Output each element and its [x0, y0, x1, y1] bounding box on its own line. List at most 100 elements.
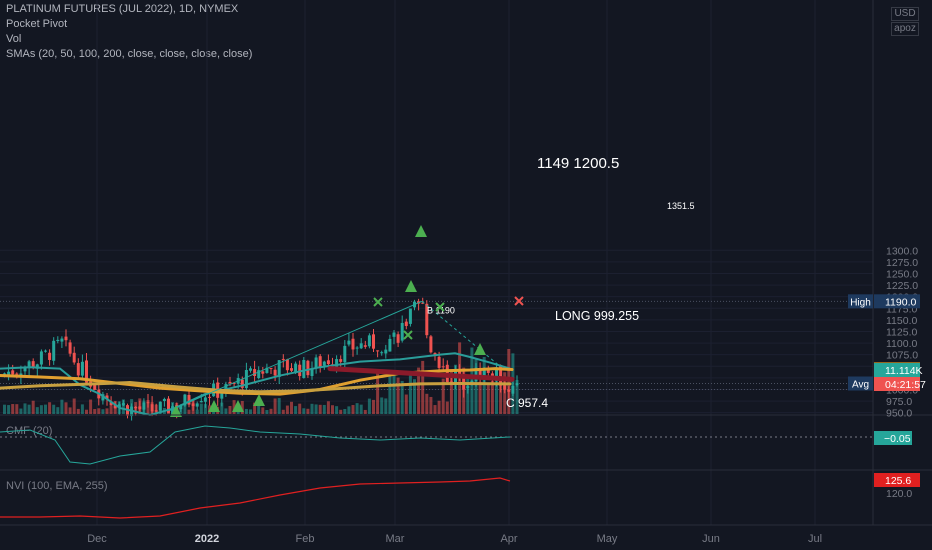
candle-body: [355, 347, 359, 349]
candle-body: [93, 385, 97, 390]
volume-bar: [7, 405, 11, 414]
volume-bar: [93, 409, 97, 414]
candle-body: [56, 339, 60, 342]
volume-bar: [314, 404, 318, 414]
candle-body: [482, 369, 486, 379]
y-tick-label: 1225.0: [886, 280, 918, 292]
volume-bar: [109, 405, 113, 414]
x-tick-label: Jun: [702, 533, 720, 545]
countdown-tag-value: 04:21:57: [885, 379, 926, 391]
candle-body: [48, 352, 52, 360]
volume-bar: [335, 406, 339, 414]
volume-bar: [101, 409, 105, 414]
candle-body: [478, 369, 482, 378]
volume-bar: [437, 400, 441, 414]
volume-bar: [11, 404, 15, 414]
y-tick-label: 975.0: [886, 396, 912, 408]
volume-bar: [265, 409, 269, 414]
volume-bar: [474, 359, 478, 414]
high-tag-label-bg: [848, 294, 873, 309]
candle-body: [351, 338, 355, 350]
annotation-c: C 957.4: [506, 396, 548, 410]
candle-body: [142, 402, 146, 410]
candle-body: [408, 308, 412, 324]
volume-tag-bg: [874, 363, 920, 377]
volume-bar: [408, 373, 412, 414]
y-tick-label: 1150.0: [886, 315, 917, 327]
candle-body: [179, 405, 183, 410]
y-tick-label: 1075.0: [886, 350, 918, 362]
volume-bar: [44, 404, 47, 414]
volume-bar: [326, 401, 330, 414]
candle-body: [240, 379, 244, 388]
volume-bar: [413, 379, 416, 414]
volume-bar: [347, 406, 351, 414]
volume-bar: [105, 408, 109, 414]
annotation-1351: 1351.5: [667, 201, 695, 211]
volume-bar: [445, 401, 449, 414]
candle-body: [195, 403, 199, 407]
candle-body: [105, 395, 109, 400]
volume-bar: [392, 373, 396, 414]
cross-marker: [403, 330, 413, 340]
currency-button[interactable]: USD: [891, 7, 919, 21]
avg-tag-label: Avg: [852, 379, 869, 390]
volume-bar: [56, 407, 60, 414]
indicator-vol[interactable]: Vol: [6, 33, 22, 45]
volume-bar: [421, 360, 425, 414]
candle-body: [515, 383, 519, 386]
volume-bar: [294, 406, 298, 414]
candle-body: [318, 356, 322, 368]
pocket-pivot-marker: [253, 394, 265, 406]
volume-bar: [195, 409, 199, 414]
candle-body: [23, 367, 27, 372]
volume-bar: [23, 403, 27, 414]
volume-bar: [363, 409, 367, 414]
volume-bar: [306, 408, 310, 414]
candle-body: [183, 394, 187, 406]
avg-tag-label-bg: [848, 376, 873, 391]
volume-bar: [499, 372, 503, 414]
scale-mode-button[interactable]: apoz: [891, 22, 919, 36]
candle-body: [404, 321, 408, 326]
pocket-pivot-marker: [208, 400, 220, 412]
volume-bar: [339, 409, 343, 414]
indicator-smas[interactable]: SMAs (20, 50, 100, 200, close, close, cl…: [6, 48, 253, 60]
volume-bar: [35, 407, 39, 414]
grid: [0, 0, 873, 525]
candle-body: [199, 401, 203, 403]
candle-body: [117, 404, 121, 408]
candle-body: [429, 336, 433, 353]
annotation-long: LONG 999.255: [555, 309, 639, 323]
indicator-pocket-pivot[interactable]: Pocket Pivot: [6, 18, 68, 30]
candle-body: [277, 360, 281, 378]
candle-body: [228, 381, 232, 384]
volume-bar: [31, 400, 35, 414]
candle-body: [85, 360, 88, 383]
volume-bar: [19, 408, 23, 414]
annotation-b: B 1190: [427, 305, 455, 315]
nvi-label: NVI (100, EMA, 255): [6, 480, 108, 492]
candle-body: [290, 368, 293, 371]
moving-averages: [0, 352, 515, 417]
x-tick-label: May: [597, 533, 618, 545]
candle-body: [486, 368, 490, 373]
volume-bar: [433, 405, 437, 414]
volume-bar: [298, 403, 302, 414]
pocket-pivot-marker: [415, 225, 427, 237]
candle-body: [224, 384, 228, 393]
volume-bar: [244, 408, 248, 414]
candle-body: [76, 363, 80, 376]
volume-bar: [285, 405, 289, 414]
candle-body: [154, 410, 158, 412]
candle-body: [52, 340, 56, 361]
y-tick-label: 1275.0: [886, 257, 918, 269]
symbol-title[interactable]: PLATINUM FUTURES (JUL 2022), 1D, NYMEX: [6, 3, 239, 15]
volume-bar: [203, 404, 207, 414]
candle-body: [138, 406, 142, 410]
candle-body: [31, 361, 35, 369]
volume-bar: [331, 405, 334, 414]
volume-bar: [384, 398, 388, 414]
candle-body: [80, 361, 84, 376]
